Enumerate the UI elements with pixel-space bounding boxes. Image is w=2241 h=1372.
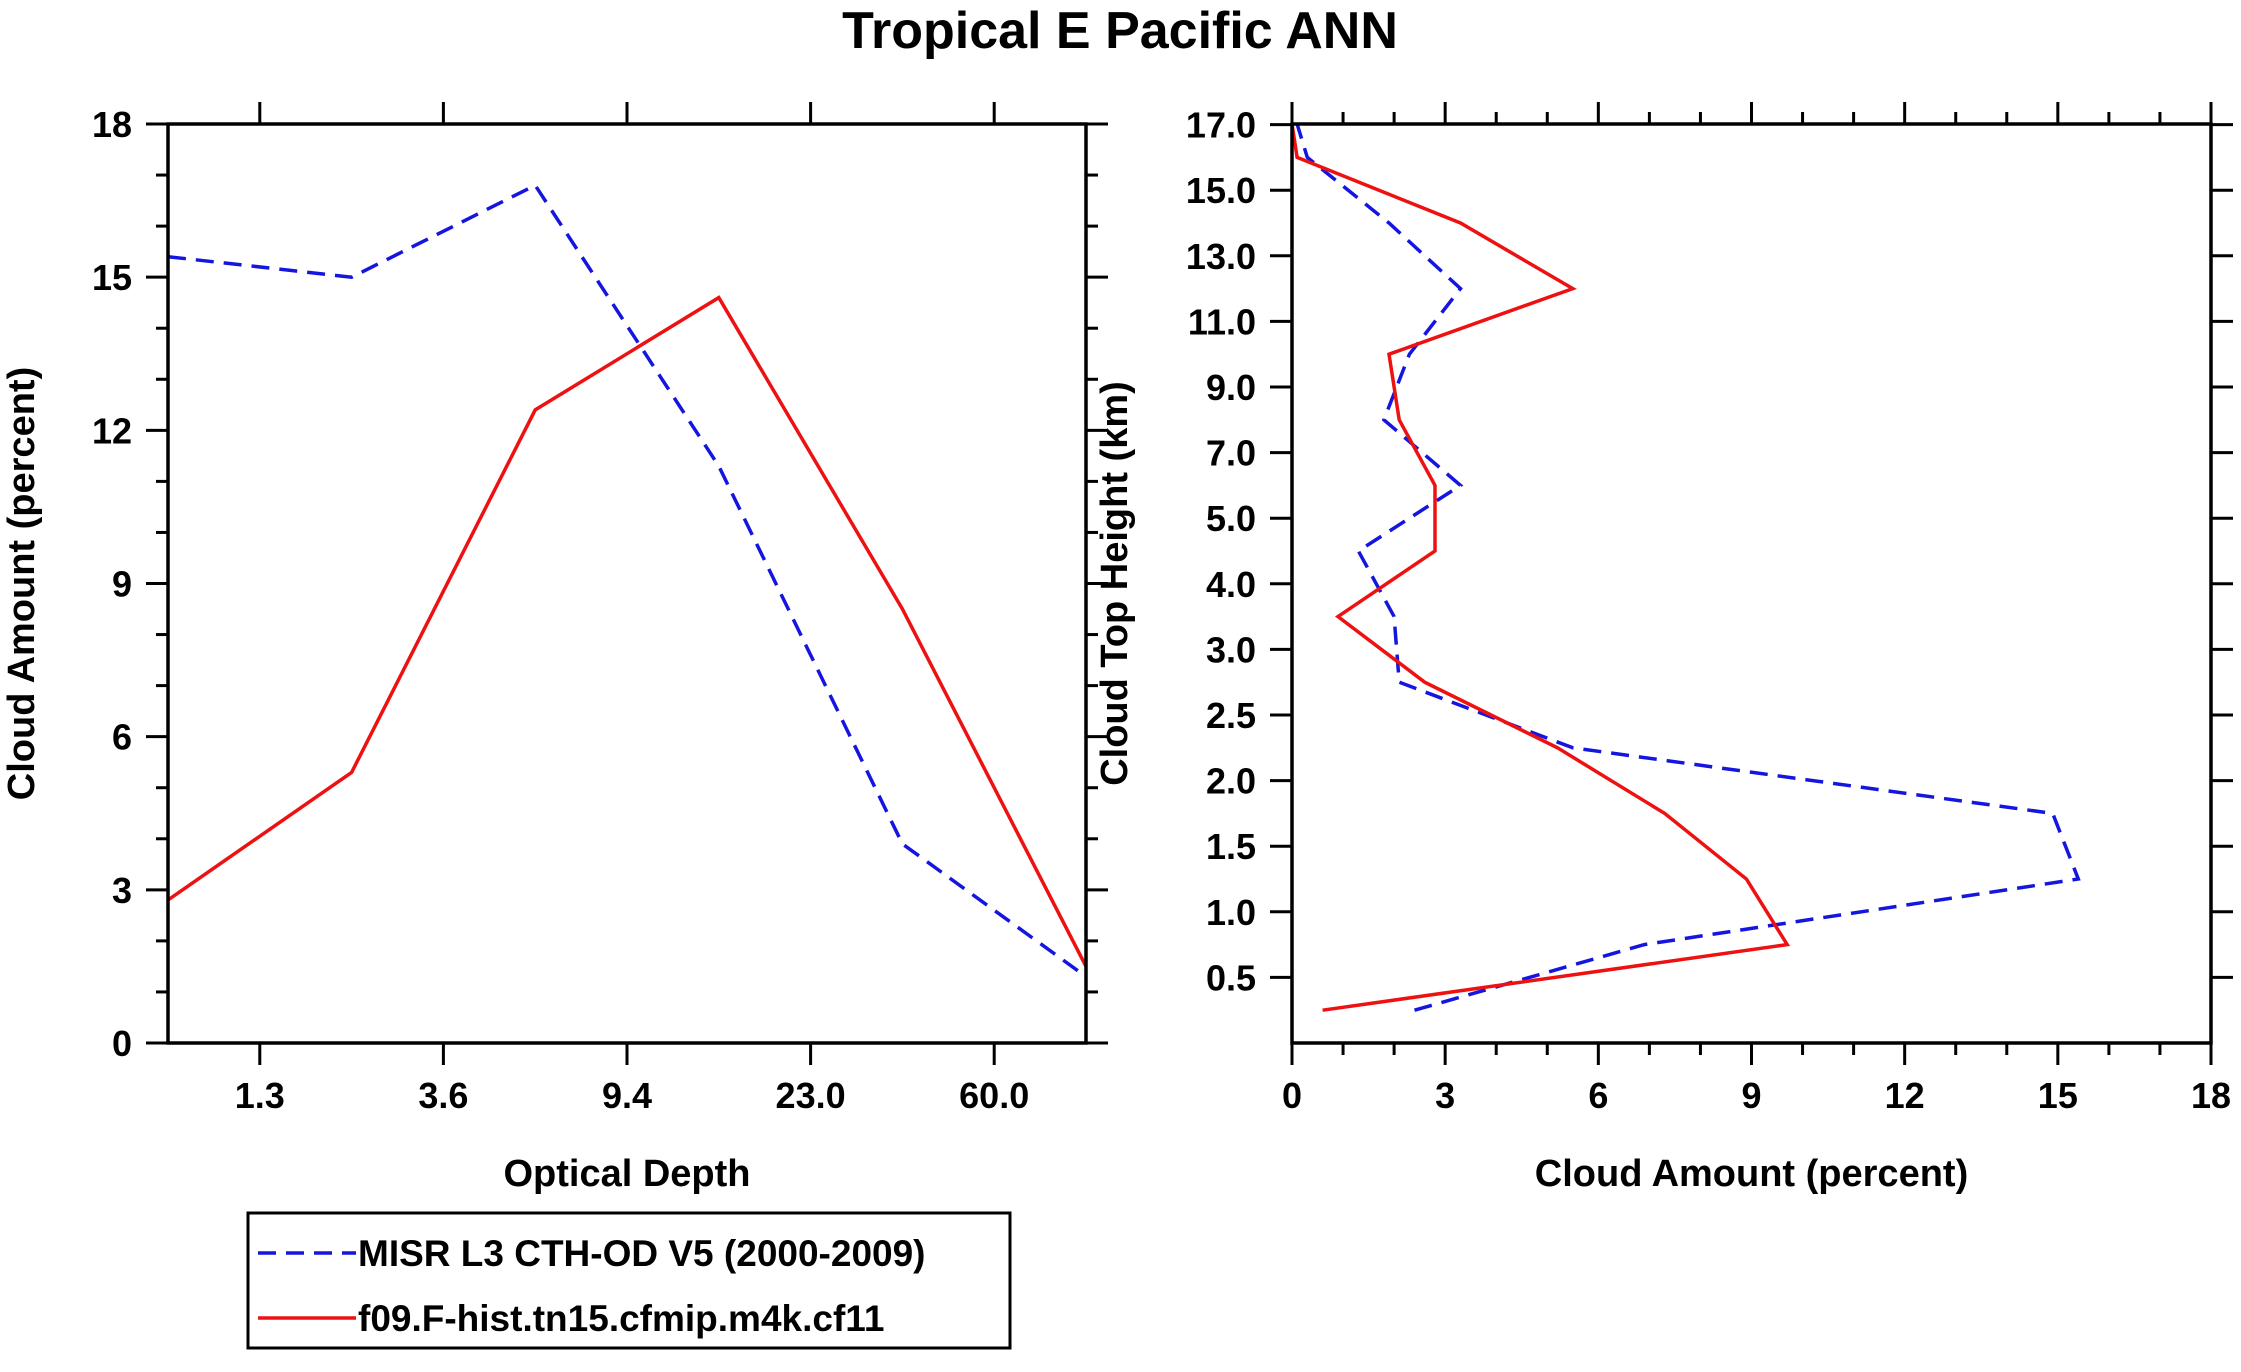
left-series-line-1: [167, 295, 1088, 968]
left-x-axis-label: Optical Depth: [503, 1153, 750, 1195]
left-y-tick-label: 0: [112, 1023, 132, 1064]
left-plot-frame: [166, 122, 1088, 1045]
left-x-tick-label: 23.0: [776, 1075, 846, 1116]
right-x-tick-label: 18: [2191, 1075, 2231, 1116]
left-y-tick-label: 12: [92, 410, 132, 451]
right-y-tick-label: 13.0: [1186, 236, 1256, 277]
left-y-tick-label: 6: [112, 717, 132, 758]
left-x-tick-label: 9.4: [602, 1075, 652, 1116]
left-x-tick-label: 1.3: [235, 1075, 285, 1116]
right-panel-cloud-top-height: 0.5 1.0 1.5 2.0 2.5 3.0 4.0 5.0 7.0 9.0 11.0 13.0 15…: [1094, 102, 2233, 1195]
left-y-axis-label: Cloud Amount (percent): [1, 367, 43, 800]
legend-label-misr: MISR L3 CTH-OD V5 (2000-2009): [358, 1233, 926, 1274]
right-x-tick-label: 9: [1741, 1075, 1761, 1116]
right-series-line-1: [1290, 123, 1791, 1012]
right-x-tick-label: 0: [1282, 1075, 1302, 1116]
figure-title: Tropical E Pacific ANN: [842, 2, 1398, 60]
legend-box: [246, 1211, 1012, 1350]
right-x-axis-label: Cloud Amount (percent): [1535, 1153, 1968, 1195]
right-y-tick-label: 4.0: [1206, 564, 1256, 605]
right-x-tick-label: 6: [1588, 1075, 1608, 1116]
left-y-tick-label: 3: [112, 870, 132, 911]
legend: MISR L3 CTH-OD V5 (2000-2009) f09.F-hist…: [246, 1211, 1012, 1350]
right-y-tick-label: 2.5: [1206, 695, 1256, 736]
right-y-tick-label: 11.0: [1188, 301, 1256, 342]
left-x-tick-label: 3.6: [418, 1075, 468, 1116]
right-y-tick-label: 3.0: [1206, 629, 1256, 670]
right-y-tick-label: 1.0: [1206, 892, 1256, 933]
right-y-tick-label: 5.0: [1206, 498, 1256, 539]
left-panel-optical-depth: 0 3 6 9 12 15 18 1.3 3.6 9.4 23.0 60.0 Optical Depth…: [1, 102, 1108, 1195]
right-series-line-0: [1295, 123, 2081, 1012]
left-series-line-0: [167, 183, 1088, 979]
right-y-tick-label: 9.0: [1206, 367, 1256, 408]
right-x-tick-label: 12: [1885, 1075, 1925, 1116]
left-y-tick-label: 18: [92, 104, 132, 145]
right-y-tick-label: 2.0: [1206, 761, 1256, 802]
right-y-tick-label: 15.0: [1186, 170, 1256, 211]
left-y-tick-label: 9: [112, 564, 132, 605]
right-y-tick-label: 17.0: [1186, 105, 1256, 146]
right-y-tick-label: 1.5: [1206, 826, 1256, 867]
right-x-tick-label: 3: [1435, 1075, 1455, 1116]
left-x-tick-label: 60.0: [959, 1075, 1029, 1116]
right-x-tick-label: 15: [2038, 1075, 2078, 1116]
left-y-tick-label: 15: [92, 257, 132, 298]
right-y-tick-label: 7.0: [1206, 433, 1256, 474]
right-y-axis-label: Cloud Top Height (km): [1094, 381, 1136, 786]
legend-label-model: f09.F-hist.tn15.cfmip.m4k.cf11: [358, 1298, 884, 1339]
right-y-tick-label: 0.5: [1206, 957, 1256, 998]
